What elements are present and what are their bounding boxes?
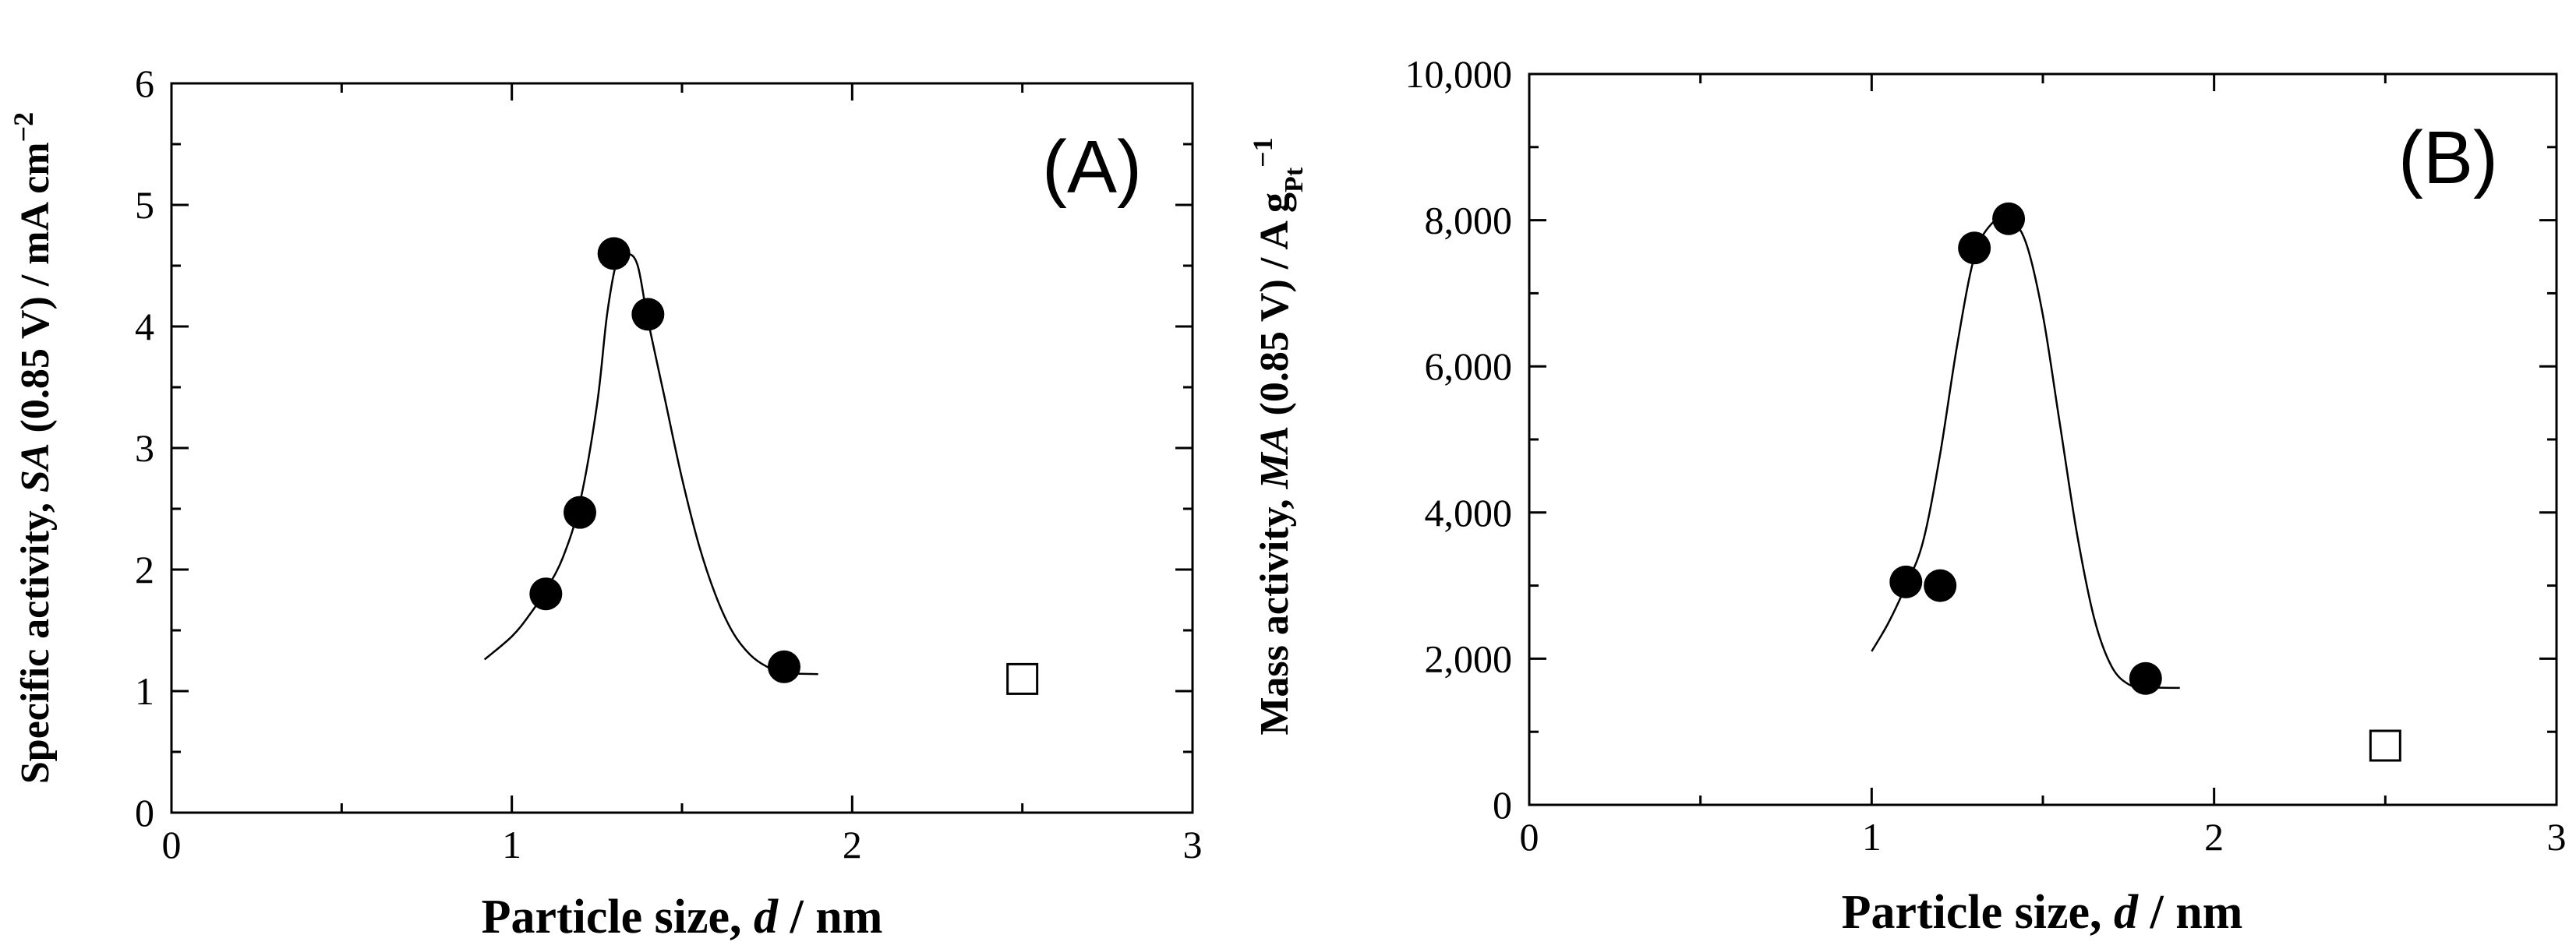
panel-a: 0 1 2 3 4 5 6 0 1 2 3 (A) Particle size, d / nm S… [8,62,1203,944]
y-tick-label: 8,000 [1425,199,1513,242]
data-point-circle [631,298,665,331]
data-point-circle [1992,202,2026,235]
fit-curve-line [1871,216,2180,690]
x-tick-label: 1 [1862,815,1882,859]
fit-curve-b [1871,216,2180,690]
data-point-circle [597,237,631,270]
panel-label-a: (A) [1042,125,1142,209]
x-ticks-a: 0 1 2 3 [162,83,1203,866]
y-tick-label: 0 [1493,783,1512,827]
x-tick-label: 2 [2204,815,2224,859]
data-point-circle [1924,569,1957,602]
x-tick-label: 1 [502,823,521,866]
y-tick-label: 3 [135,426,154,470]
y-tick-label: 4 [135,305,154,348]
y-tick-label: 2 [135,548,154,591]
x-tick-label: 2 [843,823,862,866]
data-points-a [529,237,1039,695]
x-tick-label: 3 [1183,823,1203,866]
data-point-circle [768,650,800,683]
x-tick-label: 0 [1520,815,1539,859]
data-point-circle [564,496,596,529]
data-points-b [1889,202,2401,762]
y-tick-label: 2,000 [1425,637,1513,680]
y-tick-label: 0 [135,791,154,834]
data-point-circle [1889,565,1923,598]
data-point-circle [1958,231,1991,265]
y-tick-label: 4,000 [1425,491,1513,534]
x-ticks-b: 0 1 2 3 [1520,74,2567,859]
y-tick-label: 10,000 [1405,52,1513,96]
y-tick-label: 5 [135,183,154,227]
panel-b: 0 2,000 4,000 6,000 8,000 10,000 0 1 2 3 (B) Par… [1247,52,2567,939]
plot-frame-a [170,82,1194,814]
x-axis-title-b: Particle size, d / nm [1842,886,2243,939]
panel-label-b: (B) [2398,116,2498,199]
y-ticks-a: 0 1 2 3 4 5 6 [135,62,1193,834]
y-axis-title-a: Specific activity, SA (0.85 V) / mA cm−2 [8,112,58,784]
x-tick-label: 3 [2547,815,2567,859]
y-tick-label: 6 [135,62,154,105]
y-tick-label: 1 [135,669,154,713]
data-point-circle [529,577,563,611]
y-ticks-b: 0 2,000 4,000 6,000 8,000 10,000 [1405,52,2557,827]
fit-curve-line [483,251,818,676]
data-point-circle [2129,661,2162,695]
x-axis-title-a: Particle size, d / nm [482,891,883,944]
data-point-square [1006,662,1039,695]
x-tick-label: 0 [162,823,182,866]
y-axis-title-b: Mass activity, MA (0.85 V) / A gPt−1 [1247,137,1309,735]
y-tick-label: 6,000 [1425,344,1513,388]
fit-curve-a [483,251,818,676]
data-point-square [2369,729,2401,762]
